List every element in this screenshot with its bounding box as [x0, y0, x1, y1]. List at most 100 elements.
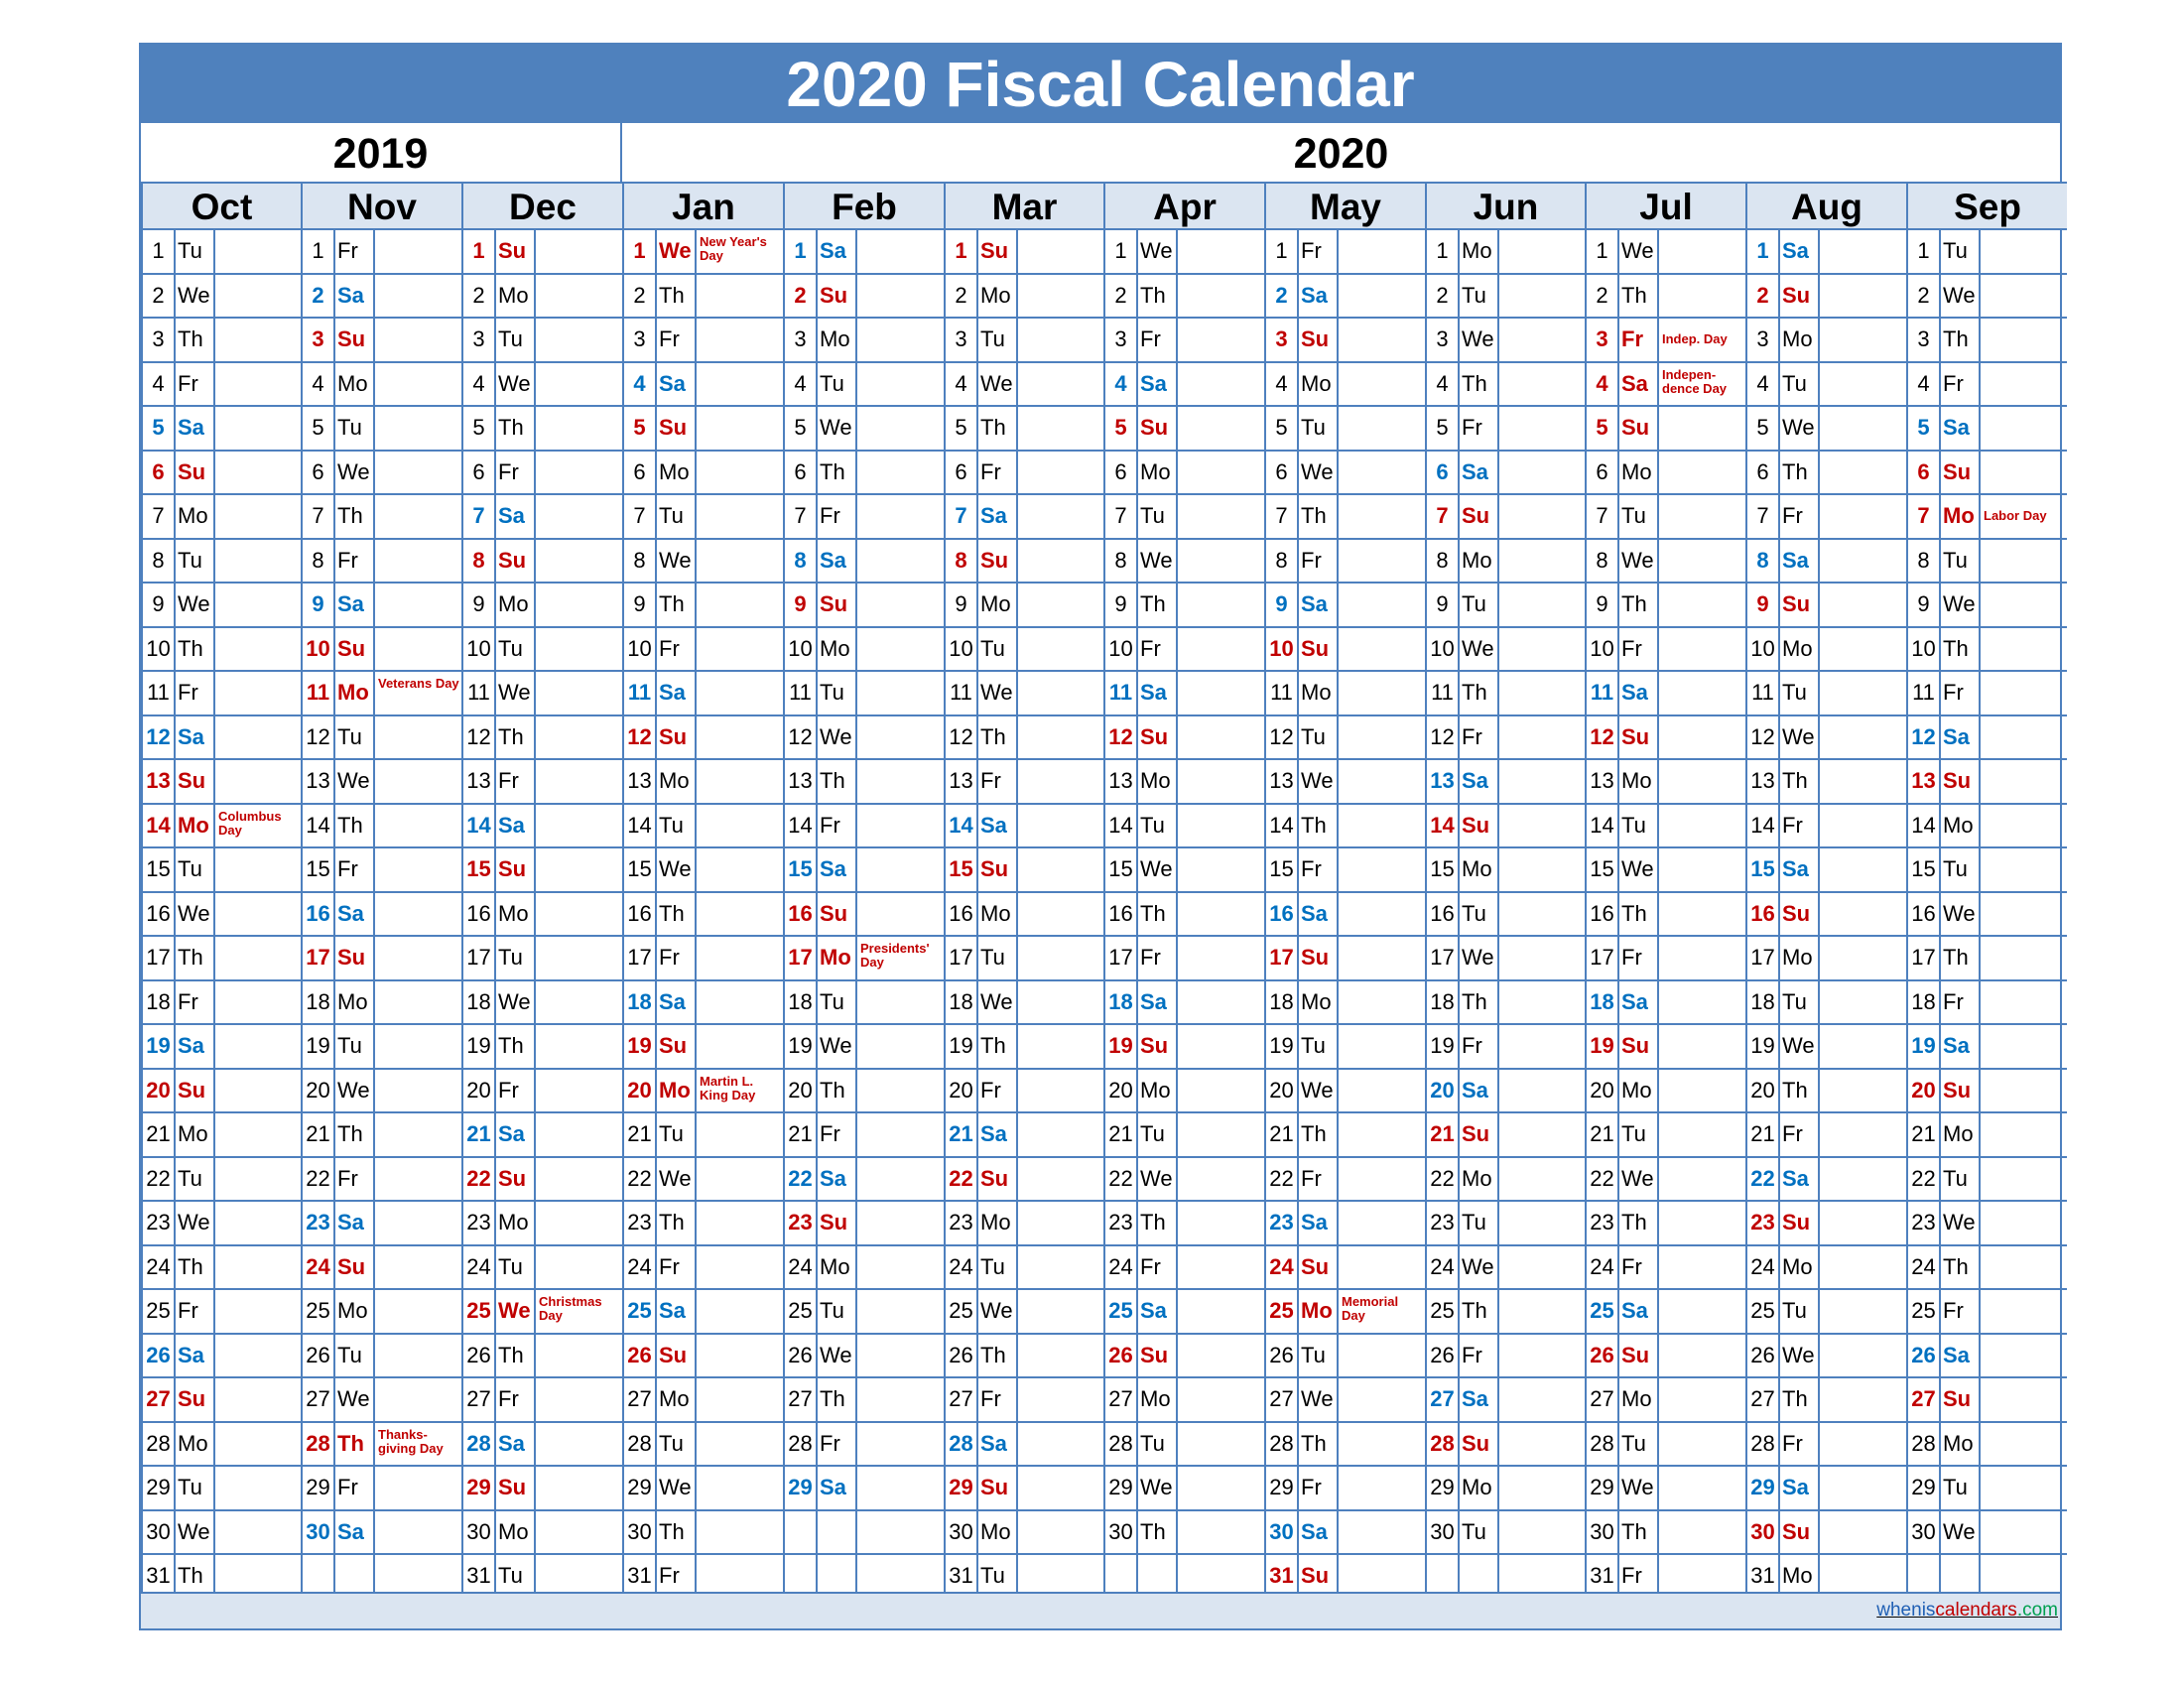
day-weekday: Mo [174, 802, 213, 846]
day-note [213, 1508, 301, 1553]
day-note [695, 846, 783, 891]
day-weekday: Su [333, 317, 373, 361]
day-note [373, 1111, 461, 1156]
day-weekday: Tu [333, 405, 373, 450]
day-number: 1 [1585, 228, 1617, 273]
website-credit-link[interactable]: wheniscalendars.com [1876, 1600, 2058, 1622]
day-number: 25 [622, 1288, 655, 1333]
day-weekday: Sa [1136, 1288, 1176, 1333]
day-weekday: Sa [655, 670, 695, 714]
day-number: 24 [301, 1243, 333, 1288]
day-number: 5 [944, 405, 976, 450]
day-weekday: Sa [1617, 360, 1657, 405]
day-number: 6 [1425, 449, 1458, 493]
day-number: 2 [622, 272, 655, 317]
day-number: 17 [1264, 935, 1297, 979]
day-weekday: Th [174, 1553, 213, 1598]
day-weekday: Su [1939, 1376, 1979, 1421]
day-weekday: Mo [494, 582, 534, 626]
day-note [1979, 1067, 2067, 1111]
day-note [1497, 1508, 1585, 1553]
day-number: 23 [1425, 1200, 1458, 1244]
day-note [1337, 1243, 1425, 1288]
day-note [1979, 935, 2067, 979]
day-note [534, 935, 622, 979]
day-note [1016, 1111, 1103, 1156]
day-weekday: Fr [1778, 1420, 1818, 1465]
day-weekday: Su [655, 1332, 695, 1376]
day-note [373, 1553, 461, 1598]
day-number: 19 [622, 1023, 655, 1068]
day-number: 10 [1425, 625, 1458, 670]
day-number: 11 [301, 670, 333, 714]
day-number: 13 [1425, 758, 1458, 803]
day-note [1016, 714, 1103, 758]
day-note [1497, 1465, 1585, 1509]
day-number: 15 [1425, 846, 1458, 891]
day-number: 11 [1906, 670, 1939, 714]
day-note [1016, 1508, 1103, 1553]
day-note [213, 1553, 301, 1598]
day-note [1657, 714, 1745, 758]
day-note [373, 360, 461, 405]
day-number: 30 [1585, 1508, 1617, 1553]
day-number: 9 [461, 582, 494, 626]
day-weekday: We [655, 537, 695, 582]
day-note [213, 405, 301, 450]
day-note [373, 405, 461, 450]
day-note [1016, 1200, 1103, 1244]
day-weekday: We [1297, 449, 1337, 493]
day-note [1818, 1067, 1906, 1111]
day-weekday: Th [976, 1332, 1016, 1376]
day-note [1337, 1553, 1425, 1598]
day-note [695, 978, 783, 1023]
day-note [373, 1508, 461, 1553]
day-note [1818, 714, 1906, 758]
month-header-jul: Jul [1585, 182, 1745, 228]
day-weekday: Tu [655, 802, 695, 846]
day-number: 20 [1425, 1067, 1458, 1111]
day-note [1818, 272, 1906, 317]
day-note [1657, 935, 1745, 979]
day-weekday: Mo [1297, 1288, 1337, 1333]
day-note [1337, 272, 1425, 317]
day-weekday: Fr [976, 1067, 1016, 1111]
day-note [855, 1288, 944, 1333]
day-number: 20 [301, 1067, 333, 1111]
day-note [213, 625, 301, 670]
day-number: 17 [1745, 935, 1778, 979]
day-number: 9 [1585, 582, 1617, 626]
day-note [1016, 890, 1103, 935]
day-note [213, 1332, 301, 1376]
day-note [855, 1111, 944, 1156]
day-number: 11 [1103, 670, 1136, 714]
day-weekday: Tu [1939, 537, 1979, 582]
day-weekday: Mo [655, 758, 695, 803]
day-note [855, 625, 944, 670]
day-note [1016, 1023, 1103, 1068]
day-note [1497, 1067, 1585, 1111]
day-note [213, 317, 301, 361]
day-number: 1 [461, 228, 494, 273]
day-weekday: Th [1458, 978, 1497, 1023]
day-number: 23 [1745, 1200, 1778, 1244]
day-note [1176, 1420, 1264, 1465]
day-note [855, 1332, 944, 1376]
day-note [1337, 1332, 1425, 1376]
day-weekday: Tu [1778, 360, 1818, 405]
day-number: 27 [1745, 1376, 1778, 1421]
day-note [1979, 1243, 2067, 1288]
day-number: 13 [461, 758, 494, 803]
day-weekday: Th [1778, 1376, 1818, 1421]
day-number: 11 [141, 670, 174, 714]
day-number: 21 [461, 1111, 494, 1156]
day-note [373, 1376, 461, 1421]
day-weekday: We [333, 1376, 373, 1421]
day-note [1979, 625, 2067, 670]
day-weekday: Sa [1297, 582, 1337, 626]
day-number: 21 [141, 1111, 174, 1156]
day-note [855, 1553, 944, 1598]
day-weekday: Mo [1939, 1111, 1979, 1156]
day-weekday: Su [1136, 1023, 1176, 1068]
day-number: 3 [1585, 317, 1617, 361]
